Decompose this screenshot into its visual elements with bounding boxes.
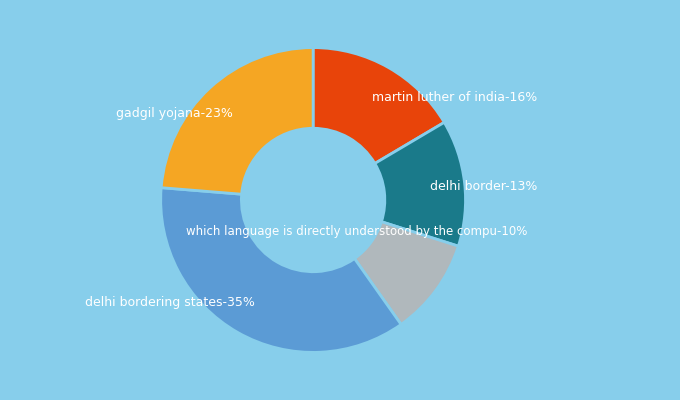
Wedge shape [313,48,444,164]
Text: which language is directly understood by the compu-10%: which language is directly understood by… [186,225,527,238]
Text: delhi border-13%: delhi border-13% [430,180,538,193]
Wedge shape [161,48,313,194]
Wedge shape [354,222,458,324]
Text: martin luther of india-16%: martin luther of india-16% [371,91,537,104]
Text: gadgil yojana-23%: gadgil yojana-23% [116,107,233,120]
Text: delhi bordering states-35%: delhi bordering states-35% [85,296,254,309]
Wedge shape [375,122,466,246]
Wedge shape [160,188,401,352]
